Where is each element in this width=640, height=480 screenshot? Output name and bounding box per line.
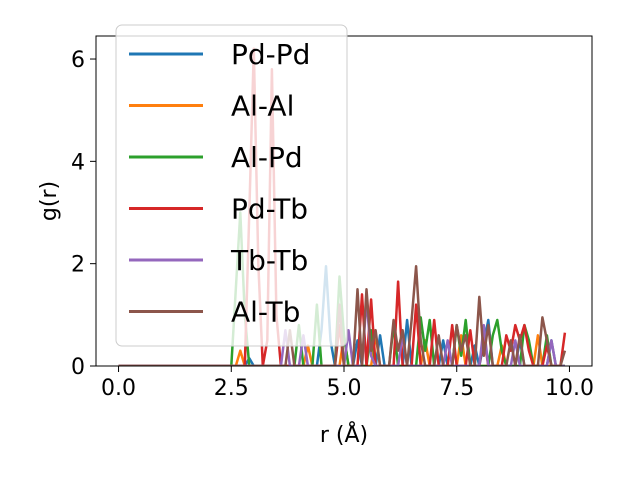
legend-label-pd-pd: Pd-Pd (231, 38, 310, 71)
legend-label-al-tb: Al-Tb (231, 296, 300, 329)
y-tick-label: 4 (71, 150, 85, 175)
legend-label-tb-tb: Tb-Tb (230, 244, 308, 277)
x-tick-label: 2.5 (214, 376, 249, 401)
legend-label-pd-tb: Pd-Tb (231, 193, 308, 226)
x-tick-label: 5.0 (327, 376, 362, 401)
x-tick-label: 7.5 (439, 376, 474, 401)
y-tick-label: 6 (71, 48, 85, 73)
x-tick-label: 0.0 (101, 376, 136, 401)
y-tick-label: 2 (71, 253, 85, 278)
legend: Pd-Pd Al-Al Al-Pd Pd-Tb Tb-Tb Al-Tb (115, 24, 348, 347)
x-axis-label: r (Å) (320, 421, 368, 448)
legend-label-al-al: Al-Al (231, 90, 294, 123)
y-axis-label: g(r) (37, 181, 62, 221)
series-line-al-tb (118, 264, 567, 366)
ticks-layer: 0.0 2.5 5.0 7.5 10.0 0 2 4 6 (71, 48, 594, 401)
legend-label-al-pd: Al-Pd (231, 141, 303, 174)
x-tick-label: 10.0 (545, 376, 594, 401)
y-tick-label: 0 (71, 355, 85, 380)
